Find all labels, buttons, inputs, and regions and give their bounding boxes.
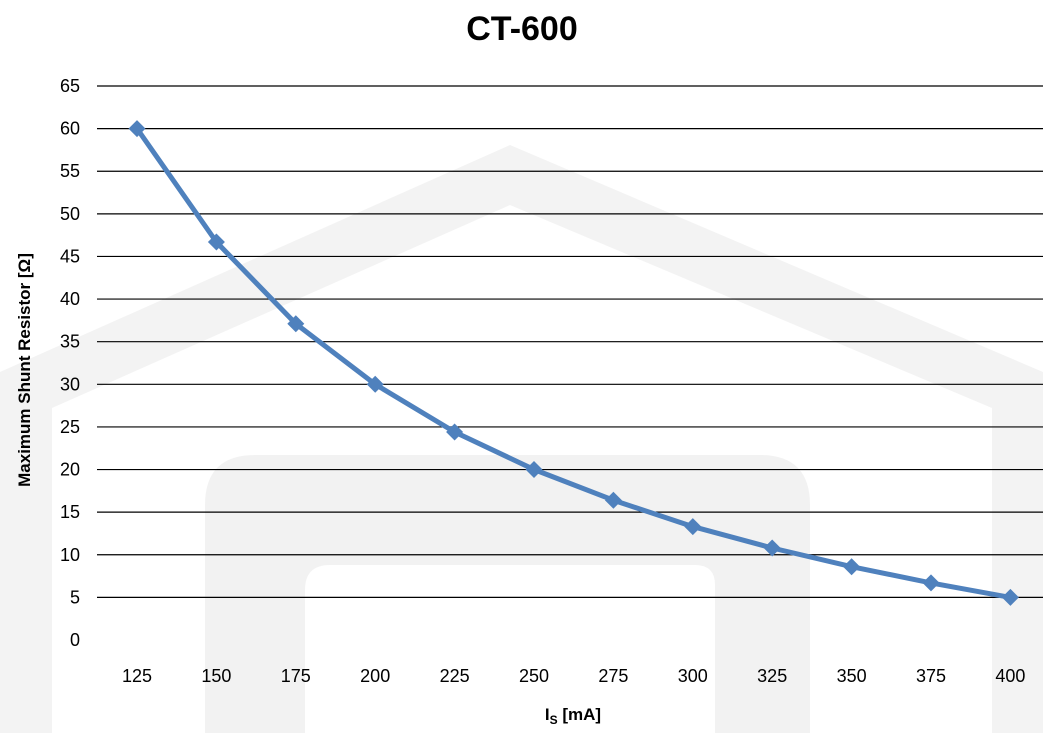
chart-title: CT-600: [466, 10, 578, 48]
data-point-marker: [684, 518, 702, 536]
y-tick-label: 60: [60, 119, 80, 139]
series-markers: [128, 120, 1019, 606]
data-point-marker: [525, 461, 543, 479]
x-axis-label-subscript: S: [550, 713, 558, 727]
data-point-marker: [763, 539, 781, 557]
y-tick-label: 30: [60, 374, 80, 394]
series-line: [134, 126, 1013, 600]
y-axis-label: Maximum Shunt Resistor [Ω]: [15, 253, 34, 487]
y-tick-labels: 0 5 10 15 20 25 30 35 40 45 50 55 60 65: [60, 76, 80, 650]
gridlines: [97, 85, 1043, 598]
data-point-marker: [287, 315, 305, 333]
y-tick-label: 20: [60, 460, 80, 480]
x-tick-label: 375: [916, 666, 946, 686]
y-tick-label: 50: [60, 204, 80, 224]
x-tick-label: 250: [519, 666, 549, 686]
data-point-marker: [128, 120, 146, 138]
data-point-marker: [446, 423, 464, 441]
x-tick-label: 325: [757, 666, 787, 686]
x-tick-label: 175: [281, 666, 311, 686]
y-tick-label: 10: [60, 545, 80, 565]
y-tick-label: 15: [60, 502, 80, 522]
x-axis-label-main: I: [545, 705, 550, 724]
y-tick-label: 5: [70, 587, 80, 607]
data-point-marker: [843, 558, 861, 576]
y-tick-label: 25: [60, 417, 80, 437]
x-tick-label: 225: [440, 666, 470, 686]
x-axis-label-unit: [mA]: [558, 705, 601, 724]
watermark: [0, 145, 1043, 733]
data-point-marker: [922, 574, 940, 592]
x-tick-label: 125: [122, 666, 152, 686]
y-tick-label: 0: [70, 630, 80, 650]
x-tick-label: 275: [598, 666, 628, 686]
x-tick-label: 350: [837, 666, 867, 686]
x-tick-label: 200: [360, 666, 390, 686]
y-tick-label: 45: [60, 246, 80, 266]
x-tick-labels: 125 150 175 200 225 250 275 300 325 350 375 400: [122, 666, 1025, 686]
data-point-marker: [207, 233, 225, 251]
x-axis-label: IS [mA]: [545, 705, 601, 727]
y-tick-label: 65: [60, 76, 80, 96]
y-tick-label: 40: [60, 289, 80, 309]
y-tick-label: 35: [60, 332, 80, 352]
x-tick-label: 150: [201, 666, 231, 686]
y-tick-label: 55: [60, 161, 80, 181]
data-point-marker: [604, 491, 622, 509]
data-point-marker: [1001, 588, 1019, 606]
x-tick-label: 400: [995, 666, 1025, 686]
x-tick-label: 300: [678, 666, 708, 686]
data-point-marker: [366, 375, 384, 393]
